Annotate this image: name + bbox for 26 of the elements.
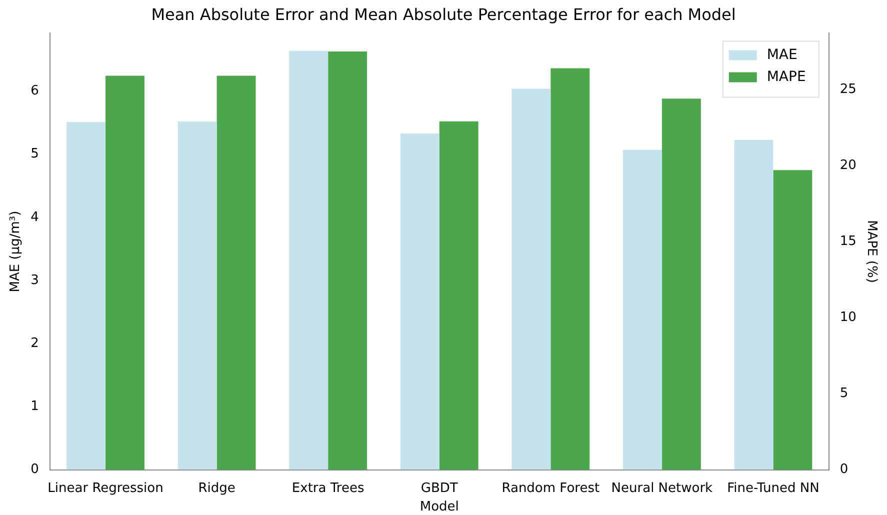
y-tick-label: 3: [30, 272, 39, 288]
y-tick-label: 4: [30, 210, 39, 225]
y2-tick-label: 15: [840, 234, 856, 249]
legend-label: MAPE: [766, 68, 806, 85]
chart-title: Mean Absolute Error and Mean Absolute Percentage Error for each Model: [151, 4, 736, 24]
y2-tick-label: 5: [840, 386, 848, 402]
y2-tick-label: 25: [840, 82, 856, 97]
y2-tick-label: 10: [840, 310, 856, 326]
y2-tick-label: 0: [840, 462, 848, 478]
y-tick-label: 1: [30, 399, 39, 414]
y-tick-label: 5: [30, 146, 39, 162]
y-tick-label: 6: [30, 84, 39, 99]
x-tick-label: Extra Trees: [292, 480, 364, 496]
x-tick-label: Linear Regression: [48, 480, 164, 496]
y-tick-label: 2: [30, 336, 39, 351]
y2-axis-title: MAPE (%): [864, 220, 879, 283]
x-tick-label: Fine-Tuned NN: [727, 480, 820, 496]
x-tick-label: Random Forest: [502, 480, 600, 496]
y-axis-title: MAE (μg/m³): [8, 210, 24, 292]
x-tick-label: Ridge: [198, 480, 236, 496]
x-axis-title: Model: [420, 500, 459, 515]
x-tick-label: Neural Network: [611, 480, 714, 496]
x-tick-label: GBDT: [420, 480, 458, 496]
legend-label: MAE: [766, 46, 798, 63]
y2-tick-label: 20: [840, 158, 856, 173]
y-tick-label: 0: [30, 462, 39, 478]
